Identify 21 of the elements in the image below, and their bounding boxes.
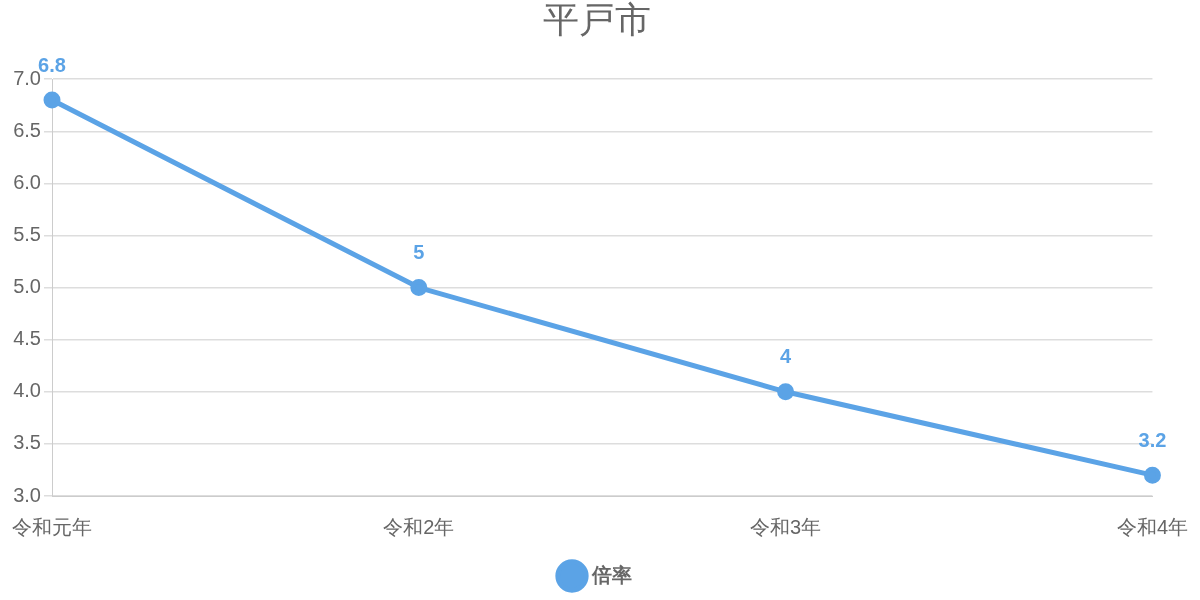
data-label: 3.2 [1138, 428, 1167, 451]
point [777, 383, 795, 401]
point [1143, 466, 1161, 484]
x-tick-label: 令和元年 [12, 515, 92, 538]
y-tick-label: 3.5 [13, 431, 41, 454]
y-tick-label: 5.5 [13, 223, 41, 246]
y-tick-label: 4.5 [13, 327, 41, 350]
chart-title: 平戸市 [543, 0, 651, 40]
x-tick-label: 令和4年 [1116, 515, 1188, 538]
point [410, 279, 428, 297]
x-tick-label: 令和2年 [383, 515, 455, 538]
x-tick-label: 令和3年 [750, 515, 822, 538]
y-tick-label: 6.0 [13, 170, 41, 193]
y-tick-label: 6.5 [13, 118, 41, 141]
point [43, 91, 61, 109]
y-tick-label: 4.0 [13, 379, 41, 402]
data-label: 4 [780, 345, 793, 368]
legend-label: 倍率 [591, 563, 632, 586]
y-tick-label: 5.0 [13, 275, 41, 298]
data-label: 5 [413, 241, 425, 264]
y-tick-label: 3.0 [13, 483, 41, 506]
